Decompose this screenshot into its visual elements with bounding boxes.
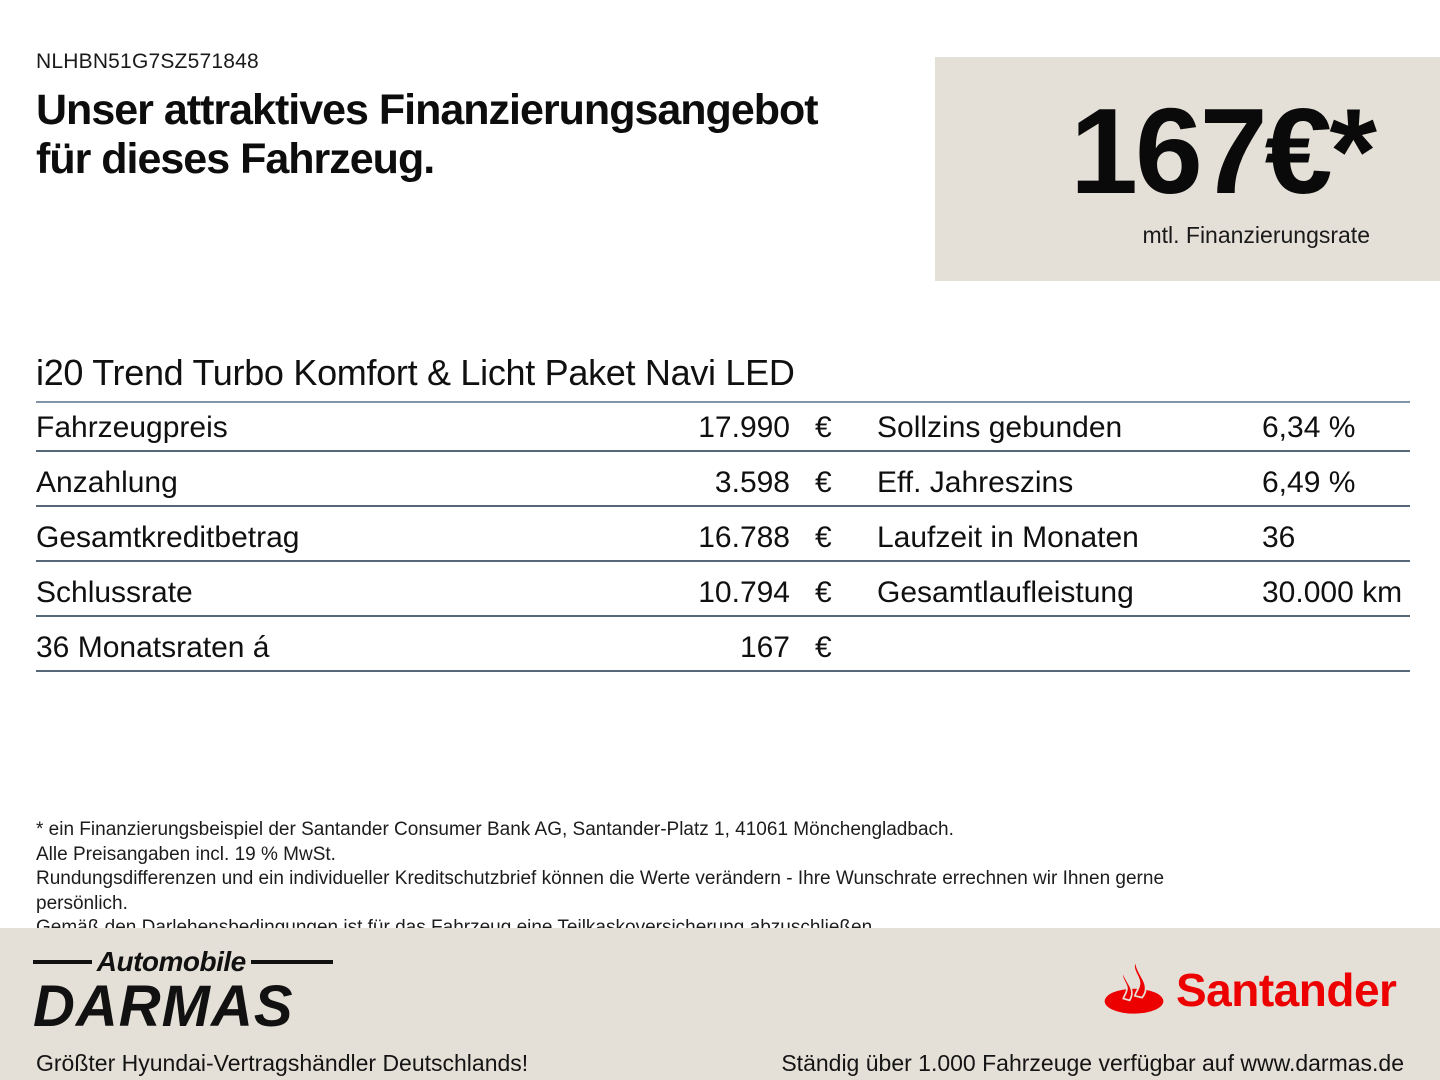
table-row: Schlussrate 10.794 € Gesamtlaufleistung … [36,562,1410,617]
row-label: Gesamtlaufleistung [877,576,1134,609]
row-unit: € [815,521,832,554]
finance-table: Fahrzeugpreis 17.990 € Sollzins gebunden… [36,397,1410,672]
row-unit: € [815,576,832,609]
table-row: Fahrzeugpreis 17.990 € Sollzins gebunden… [36,397,1410,452]
table-row: 36 Monatsraten á 167 € [36,617,1410,672]
row-unit: € [815,631,832,664]
headline-line-1: Unser attraktives Finanzierungsangebot [36,86,819,134]
monthly-rate-box: 167€* mtl. Finanzierungsrate [935,57,1440,281]
disclaimer-line: Alle Preisangaben incl. 19 % MwSt. [36,843,336,865]
row-label: Sollzins gebunden [877,411,1123,444]
footer-right-text: Ständig über 1.000 Fahrzeuge verfügbar a… [781,1050,1404,1076]
row-value: 10.794 [698,576,790,609]
santander-logo: Santander [1102,958,1397,1021]
logo-rule-right [250,960,333,964]
darmas-logo-top-text: Automobile [96,946,247,977]
row-label: Laufzeit in Monaten [877,521,1139,554]
row-unit: € [815,411,832,444]
row-label: Eff. Jahreszins [877,466,1074,499]
vehicle-title: i20 Trend Turbo Komfort & Licht Paket Na… [36,352,1410,403]
row-value: 6,49 % [1262,466,1356,499]
footer-band: Automobile DARMAS Santander Größter Hyun… [0,928,1440,1080]
row-value: 17.990 [698,411,790,444]
row-value: 167 [739,631,790,664]
table-row: Anzahlung 3.598 € Eff. Jahreszins 6,49 % [36,452,1410,507]
row-label: 36 Monatsraten á [36,631,270,664]
row-value: 30.000 km [1262,576,1403,609]
row-value: 36 [1262,521,1296,554]
row-value: 3.598 [714,466,790,499]
table-row: Gesamtkreditbetrag 16.788 € Laufzeit in … [36,507,1410,562]
footer-left-text: Größter Hyundai-Vertragshändler Deutschl… [36,1050,529,1076]
santander-flame-icon [1102,958,1166,1021]
row-label: Gesamtkreditbetrag [36,521,300,554]
row-label: Schlussrate [36,576,193,609]
santander-wordmark: Santander [1176,963,1397,1016]
row-value: 16.788 [698,521,790,554]
row-label: Fahrzeugpreis [36,411,228,444]
row-unit: € [815,466,832,499]
monthly-rate-caption: mtl. Finanzierungsrate [1142,221,1370,248]
row-value: 6,34 % [1262,411,1356,444]
darmas-logo-main-text: DARMAS [33,974,294,1039]
disclaimer-line: Rundungsdifferenzen und ein individuelle… [36,868,1165,914]
row-label: Anzahlung [36,466,178,499]
monthly-rate-amount: 167€* [1070,82,1377,219]
logo-rule-left [33,960,92,964]
page-title: Unser attraktives Finanzierungsangebot f… [36,86,916,184]
disclaimer-line: * ein Finanzierungsbeispiel der Santande… [36,819,954,840]
darmas-logo: Automobile DARMAS [33,946,333,1036]
headline-line-2: für dieses Fahrzeug. [36,135,435,183]
vin-text: NLHBN51G7SZ571848 [36,50,259,73]
